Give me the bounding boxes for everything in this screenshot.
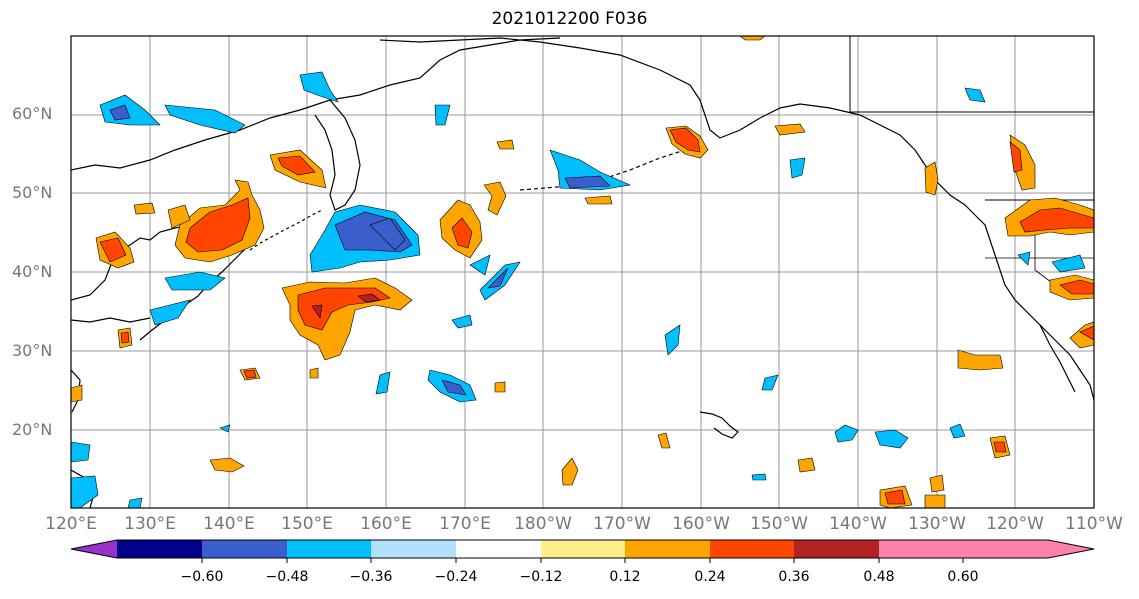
colorbar-bin-10 xyxy=(879,540,963,558)
colorbar-bin-8 xyxy=(710,540,794,558)
colorbar-above-max xyxy=(1048,540,1094,558)
lon-label-140e: 140°E xyxy=(203,514,255,534)
colorbar-bin-6 xyxy=(541,540,625,558)
map-title: 2021012200 F036 xyxy=(491,9,648,29)
map-frame xyxy=(70,35,1095,509)
lat-label-20n: 20°N xyxy=(12,420,53,439)
colorbar-tick-label: −0.12 xyxy=(519,569,563,585)
lon-label-130w: 130°W xyxy=(908,514,966,534)
colorbar-bin-3 xyxy=(287,540,371,558)
colorbar-bin-5 xyxy=(456,540,541,558)
colorbar-tick-label: −0.60 xyxy=(180,569,224,585)
colorbar-outline xyxy=(70,539,1095,559)
colorbar-bin-2 xyxy=(202,540,287,558)
lon-label-110w: 110°W xyxy=(1065,514,1123,534)
colorbar-tick-label: 0.12 xyxy=(609,569,641,585)
colorbar-tick-label: 0.24 xyxy=(694,569,726,585)
lat-label-40n: 40°N xyxy=(12,262,53,281)
lon-label-150w: 150°W xyxy=(750,514,808,534)
gridlines xyxy=(71,36,1094,508)
anomaly-fields xyxy=(71,36,1094,508)
lon-label-140w: 140°W xyxy=(829,514,887,534)
lon-label-180w: 180°W xyxy=(514,514,572,534)
lon-label-150e: 150°E xyxy=(281,514,333,534)
colorbar-tick-label: 0.36 xyxy=(778,569,810,585)
lat-label-60n: 60°N xyxy=(12,104,53,123)
colorbar-bin-4 xyxy=(371,540,456,558)
colorbar-tick-label: 0.60 xyxy=(947,569,979,585)
colorbar-tick-label: −0.36 xyxy=(349,569,393,585)
lon-label-170e: 170°E xyxy=(439,514,491,534)
lat-label-30n: 30°N xyxy=(12,341,53,360)
colorbar-tick-marks xyxy=(201,558,964,563)
colorbar-bin-9 xyxy=(794,540,879,558)
lon-label-130e: 130°E xyxy=(124,514,176,534)
colorbar-tick-label: 0.48 xyxy=(863,569,895,585)
colorbar-bin-11 xyxy=(963,540,1048,558)
colorbar-bin-1 xyxy=(117,540,202,558)
colorbar-tick-label: −0.48 xyxy=(265,569,309,585)
lon-label-120w: 120°W xyxy=(986,514,1044,534)
colorbar-bin-7 xyxy=(625,540,710,558)
map-plot-area xyxy=(71,36,1094,508)
colorbar-below-min xyxy=(71,540,117,558)
lon-label-170w: 170°W xyxy=(593,514,651,534)
colorbar-tick-label: −0.24 xyxy=(434,569,478,585)
lat-label-50n: 50°N xyxy=(12,183,53,202)
lon-label-120e: 120°E xyxy=(45,514,97,534)
lon-label-160w: 160°W xyxy=(672,514,730,534)
lon-label-160e: 160°E xyxy=(360,514,412,534)
